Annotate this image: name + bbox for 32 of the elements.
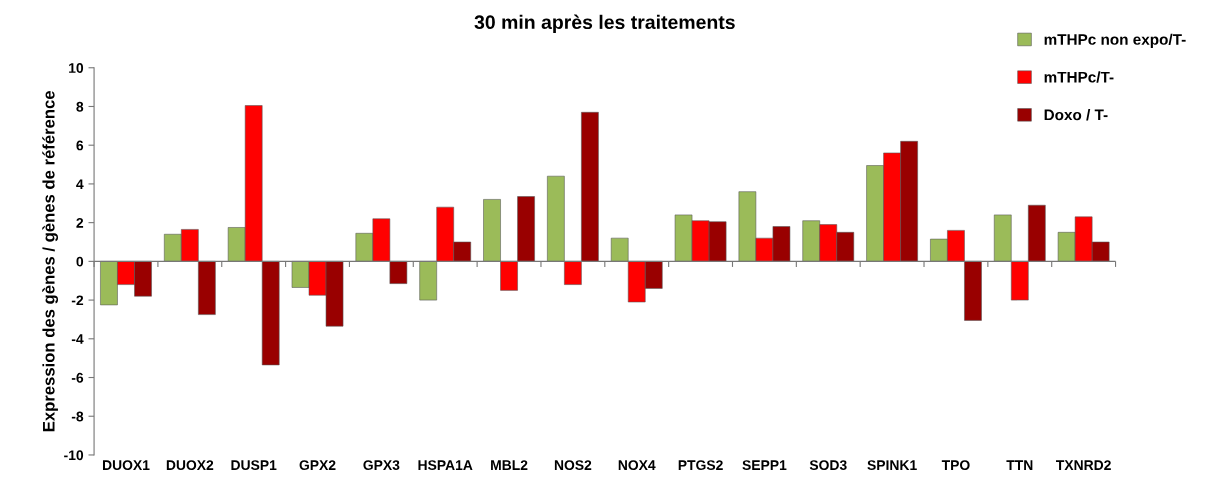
x-tick-label: TXNRD2 [1056,460,1111,470]
x-tick-label: SOD3 [809,460,847,471]
y-tick-label: 0 [76,256,84,267]
x-tick-label: GPX2 [299,460,336,471]
y-tick-label: 6 [76,140,84,151]
x-tick-label: TTN [1006,460,1033,470]
y-tick-label: -10 [64,450,84,461]
legend-label: mTHPc/T- [1044,71,1114,83]
x-tick-label: PTGS2 [678,460,723,471]
y-tick-label: 4 [76,179,84,189]
x-tick-label: SPINK1 [867,460,917,471]
legend-label: Doxo / T- [1044,109,1108,121]
x-tick-label: DUOX2 [166,460,214,471]
y-tick-label: 10 [69,63,84,73]
y-tick-label: -2 [71,295,84,306]
x-tick-label: HSPA1A [418,460,473,471]
x-tick-label: NOX4 [618,460,656,471]
x-tick-label: TPO [941,460,970,471]
y-tick-label: 2 [76,217,84,228]
y-axis-title: Expression des gènes / gènes de référence [42,91,59,432]
y-tick-label: -6 [71,372,84,383]
y-tick-label: -8 [71,411,84,422]
y-tick-label: 8 [76,101,84,112]
x-tick-label: DUSP1 [231,460,277,471]
legend-label: mTHPc non expo/T- [1044,33,1186,48]
chart-title: 30 min après les traitements [474,14,735,33]
x-tick-label: NOS2 [554,460,592,471]
x-tick-label: GPX3 [363,460,400,471]
x-tick-label: SEPP1 [742,460,787,471]
y-tick-label: -4 [71,334,84,344]
x-tick-label: DUOX1 [102,460,150,471]
x-tick-label: MBL2 [491,460,528,470]
